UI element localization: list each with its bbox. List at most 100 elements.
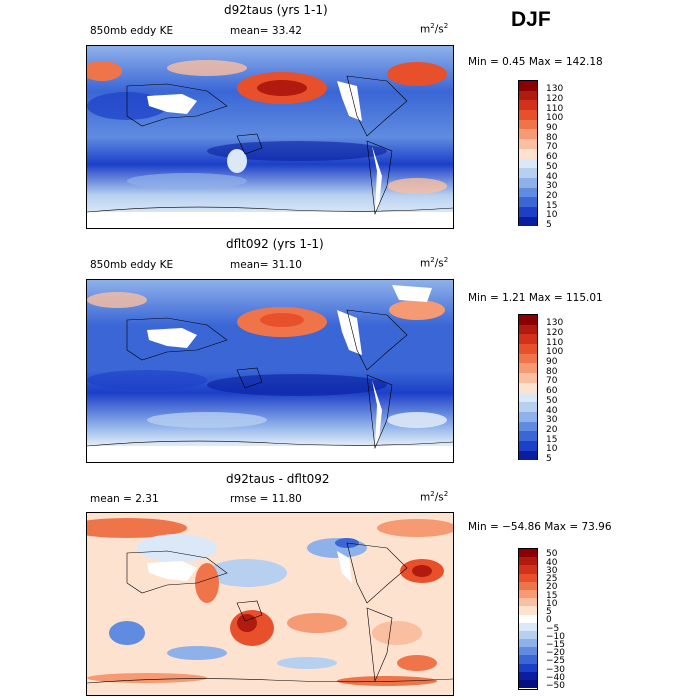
panel-3-tick-15: −40 [546, 673, 565, 683]
panel-1-tick-5: 80 [546, 133, 558, 143]
panel-2-tick-8: 50 [546, 396, 558, 406]
panel-3-tick-13: −25 [546, 656, 565, 666]
panel-1-colorbar-swatch-1 [519, 90, 537, 101]
panel-3-tick-14: −30 [546, 665, 565, 675]
panel-1-minmax: Min = 0.45 Max = 142.18 [468, 56, 603, 68]
panel-1-colorbar-swatch-12 [519, 197, 537, 207]
panel-3-colorbar-swatch-6 [519, 598, 537, 607]
panel-1-tick-10: 30 [546, 181, 558, 191]
panel-2-tick-7: 60 [546, 386, 558, 396]
panel-2-tick-5: 80 [546, 367, 558, 377]
panel-3-tick-6: 10 [546, 599, 558, 609]
panel-1-tick-12: 15 [546, 201, 558, 211]
panel-2-tick-1: 120 [546, 328, 564, 338]
panel-2-tick-10: 30 [546, 415, 558, 425]
panel-2-tick-2: 110 [546, 338, 564, 348]
panel-2-mean: mean= 31.10 [230, 259, 302, 271]
panel-1-tick-1: 120 [546, 94, 564, 104]
panel-1-variable-label: 850mb eddy KE [90, 25, 174, 37]
panel-1-colorbar-swatch-3 [519, 110, 537, 120]
panel-3-colorbar-swatch-3 [519, 573, 537, 582]
panel-3-colorbar-swatch-4 [519, 581, 537, 590]
panel-3-map [86, 512, 454, 696]
panel-3-units: m2/s2 [420, 490, 449, 504]
panel-3-tick-0: 50 [546, 549, 558, 559]
panel-1-colorbar-swatch-7 [519, 148, 537, 159]
panel-2-colorbar-swatch-6 [519, 373, 537, 383]
panel-3-tick-2: 30 [546, 566, 558, 576]
panel-1-tick-11: 20 [546, 191, 558, 201]
panel-3-tick-3: 25 [546, 574, 558, 584]
panel-3-colorbar-swatch-7 [519, 606, 537, 615]
panel-3-tick-1: 40 [546, 558, 558, 568]
panel-1-colorbar-swatch-14 [519, 216, 537, 227]
panel-1-tick-4: 90 [546, 123, 558, 133]
panel-3-colorbar-swatch-14 [519, 663, 537, 672]
panel-3-colorbar-swatch-0 [519, 549, 537, 558]
panel-1-colorbar-swatch-8 [519, 158, 537, 169]
panel-1-title: d92taus (yrs 1-1) [224, 3, 328, 17]
panel-3-tick-10: −10 [546, 632, 565, 642]
panel-3-tick-16: −50 [546, 681, 565, 691]
panel-3-colorbar-swatch-2 [519, 565, 537, 574]
panel-1-units: m2/s2 [420, 22, 449, 36]
panel-2-colorbar-swatch-11 [519, 421, 537, 432]
panel-1-tick-7: 60 [546, 152, 558, 162]
panel-1-map [86, 45, 454, 229]
panel-3-title: d92taus - dflt092 [226, 472, 330, 486]
panel-2-colorbar-swatch-10 [519, 411, 537, 422]
panel-3-tick-7: 5 [546, 607, 552, 617]
panel-2-title: dflt092 (yrs 1-1) [226, 237, 324, 251]
panel-1-colorbar-swatch-13 [519, 206, 537, 217]
panel-2-tick-13: 10 [546, 444, 558, 454]
panel-1-tick-0: 130 [546, 84, 564, 94]
panel-2-tick-3: 100 [546, 347, 564, 357]
panel-1-tick-6: 70 [546, 142, 558, 152]
panel-1-colorbar-swatch-4 [519, 119, 537, 130]
panel-1-tick-3: 100 [546, 113, 564, 123]
panel-1-tick-9: 40 [546, 172, 558, 182]
panel-2-tick-9: 40 [546, 406, 558, 416]
panel-3-minmax: Min = −54.86 Max = 73.96 [468, 521, 612, 533]
panel-1-tick-8: 50 [546, 162, 558, 172]
panel-2-colorbar-swatch-14 [519, 450, 537, 461]
panel-2-colorbar-swatch-7 [519, 382, 537, 393]
panel-3-colorbar-swatch-8 [519, 614, 537, 623]
panel-2-minmax: Min = 1.21 Max = 115.01 [468, 292, 603, 304]
panel-2-tick-6: 70 [546, 376, 558, 386]
panel-3-colorbar [518, 548, 538, 690]
panel-1-tick-2: 110 [546, 104, 564, 114]
panel-2-colorbar-swatch-3 [519, 344, 537, 354]
panel-3-colorbar-swatch-10 [519, 630, 537, 640]
panel-1-colorbar-swatch-2 [519, 100, 537, 111]
panel-1-colorbar-swatch-5 [519, 129, 537, 140]
panel-2-colorbar-swatch-8 [519, 392, 537, 403]
panel-2-map [86, 279, 454, 463]
panel-3-colorbar-swatch-5 [519, 589, 537, 599]
panel-2-colorbar-swatch-0 [519, 315, 537, 325]
panel-1-mean: mean= 33.42 [230, 25, 302, 37]
panel-3-colorbar-swatch-15 [519, 671, 537, 680]
season-label: DJF [511, 8, 551, 31]
panel-3-colorbar-swatch-13 [519, 655, 537, 664]
panel-1-colorbar [518, 80, 538, 227]
panel-3-colorbar-swatch-12 [519, 647, 537, 656]
panel-3-tick-11: −15 [546, 640, 565, 650]
panel-3-rmse: rmse = 11.80 [230, 493, 302, 505]
panel-2-colorbar-swatch-5 [519, 363, 537, 374]
panel-2-tick-4: 90 [546, 357, 558, 367]
panel-2-colorbar [518, 314, 538, 461]
panel-2-tick-11: 20 [546, 425, 558, 435]
panel-2-colorbar-swatch-1 [519, 324, 537, 335]
panel-2-variable-label: 850mb eddy KE [90, 259, 174, 271]
panel-2-tick-0: 130 [546, 318, 564, 328]
panel-1-colorbar-swatch-10 [519, 177, 537, 188]
panel-2-tick-12: 15 [546, 435, 558, 445]
panel-1-colorbar-swatch-11 [519, 187, 537, 198]
panel-1-colorbar-swatch-9 [519, 168, 537, 178]
panel-2-colorbar-swatch-4 [519, 353, 537, 364]
panel-2-units: m2/s2 [420, 256, 449, 270]
panel-3-tick-8: 0 [546, 615, 552, 625]
panel-3-tick-4: 20 [546, 582, 558, 592]
panel-3-mean: mean = 2.31 [90, 493, 159, 505]
